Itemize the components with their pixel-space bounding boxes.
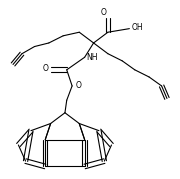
Text: O: O bbox=[43, 64, 49, 73]
Text: O: O bbox=[100, 8, 106, 17]
Text: OH: OH bbox=[131, 23, 143, 32]
Text: O: O bbox=[76, 81, 82, 90]
Text: NH: NH bbox=[86, 53, 98, 62]
